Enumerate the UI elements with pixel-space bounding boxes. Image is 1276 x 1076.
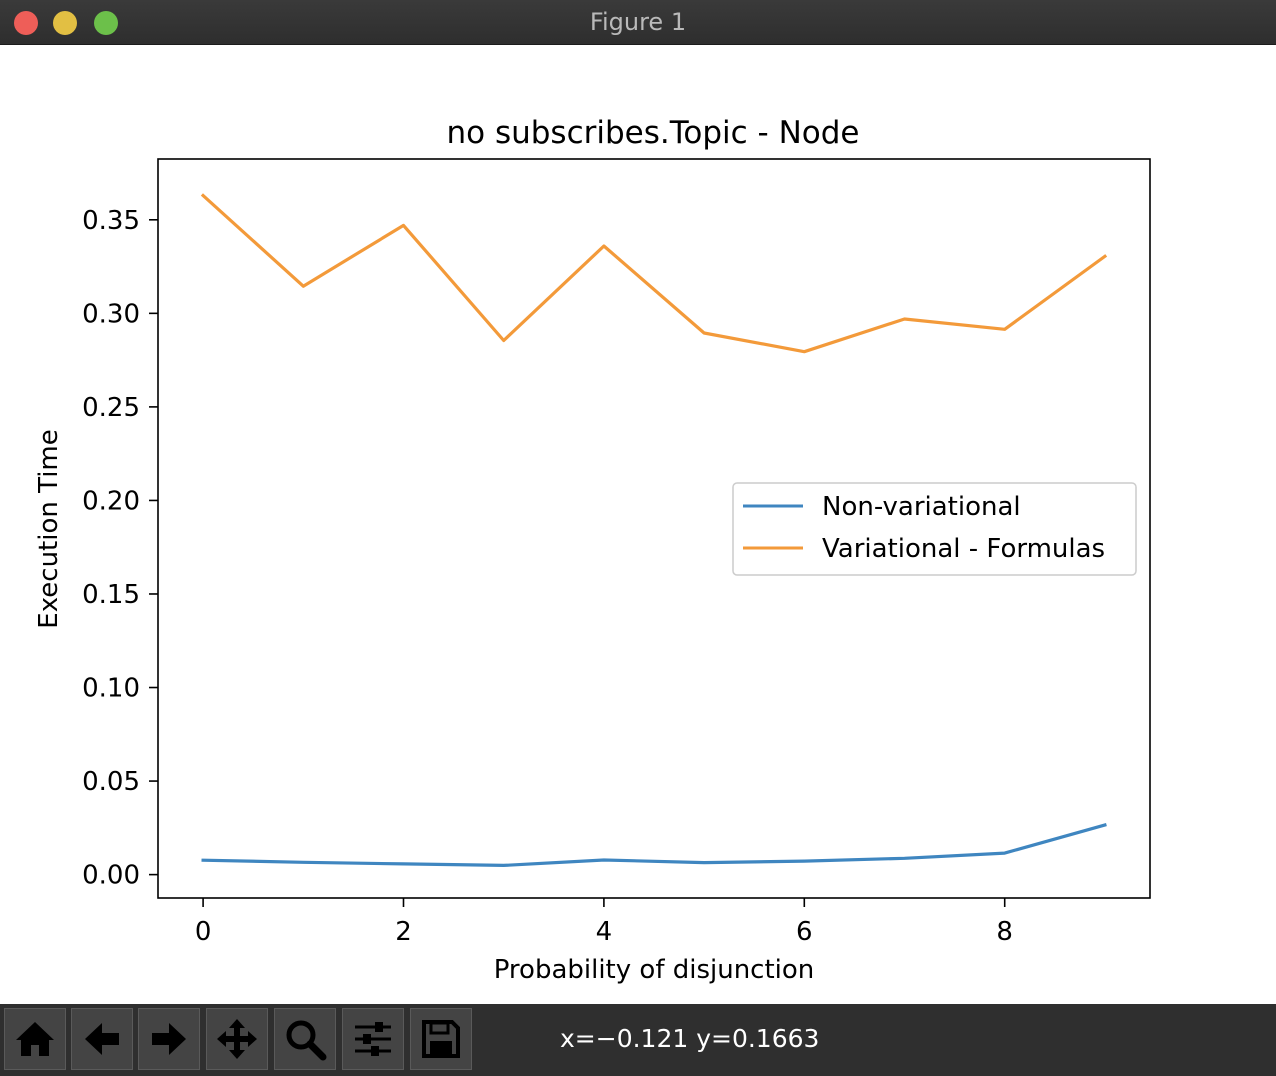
zoom-window-button[interactable] (94, 11, 118, 35)
cursor-coordinates: x=−0.121 y=0.1663 (560, 1024, 820, 1053)
x-tick-label: 4 (596, 917, 613, 947)
legend-label-variational-formulas: Variational - Formulas (822, 534, 1105, 564)
forward-button[interactable] (138, 1008, 200, 1070)
save-floppy-icon (422, 1020, 460, 1058)
window-title: Figure 1 (589, 8, 687, 36)
forward-arrow-icon (152, 1023, 186, 1055)
x-axis-label: Probability of disjunction (494, 955, 815, 985)
y-tick-label: 0.35 (82, 206, 140, 236)
minimize-window-button[interactable] (53, 11, 77, 35)
close-window-button[interactable] (14, 11, 38, 35)
zoom-magnifier-icon (286, 1020, 327, 1061)
pan-move-icon (217, 1019, 257, 1059)
pan-button[interactable] (206, 1008, 268, 1070)
y-tick-label: 0.20 (82, 486, 140, 516)
window-titlebar: Figure 1 (0, 0, 1276, 45)
y-tick-label: 0.05 (82, 767, 140, 797)
y-axis-label: Execution Time (34, 429, 64, 628)
line-chart: no subscribes.Topic - Node 0 2 4 6 8 0.00 0.05… (34, 115, 1151, 985)
y-tick-label: 0.10 (82, 674, 140, 704)
series-line-variational-formulas (200, 193, 1108, 354)
chart-legend: Non-variational Variational - Formulas (732, 482, 1137, 576)
legend-label-non-variational: Non-variational (822, 492, 1021, 522)
series-line-non-variational (201, 823, 1107, 868)
y-tick-label: 0.25 (82, 393, 140, 423)
configure-subplots-button[interactable] (342, 1008, 404, 1070)
home-icon (16, 1022, 54, 1056)
back-button[interactable] (71, 1008, 133, 1070)
x-tick-label: 0 (195, 917, 212, 947)
save-button[interactable] (410, 1008, 472, 1070)
plot-frame (157, 158, 1151, 899)
zoom-button[interactable] (274, 1008, 336, 1070)
y-tick-label: 0.15 (82, 580, 140, 610)
chart-title: no subscribes.Topic - Node (446, 115, 859, 151)
x-tick-label: 8 (996, 917, 1013, 947)
y-tick-label: 0.00 (82, 861, 140, 891)
x-tick-label: 2 (395, 917, 412, 947)
x-tick-label: 6 (796, 917, 813, 947)
navigation-toolbar (0, 1004, 1276, 1076)
configure-subplots-icon (355, 1022, 391, 1056)
home-button[interactable] (4, 1008, 66, 1070)
back-arrow-icon (85, 1023, 119, 1055)
y-tick-label: 0.30 (82, 299, 140, 329)
